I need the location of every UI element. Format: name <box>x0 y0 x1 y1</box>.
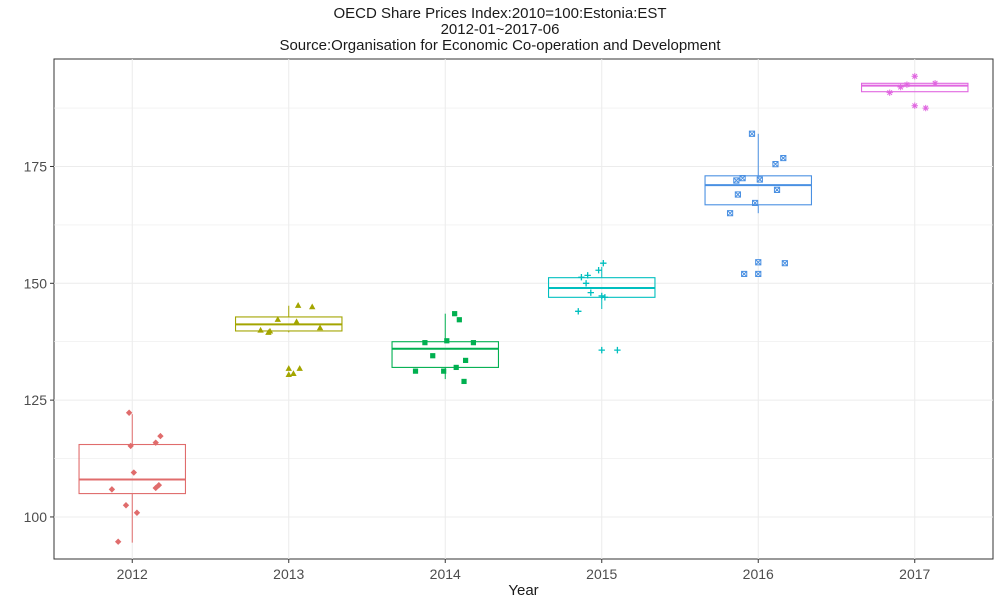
x-tick-label: 2015 <box>586 566 617 582</box>
data-point <box>108 486 116 493</box>
data-point <box>575 308 582 315</box>
data-point <box>598 346 605 354</box>
plot-panel <box>53 58 994 560</box>
points-2014 <box>412 311 477 385</box>
chart-subtitle: 2012-01~2017-06 <box>440 21 560 38</box>
data-point <box>601 294 609 301</box>
data-point <box>903 81 911 88</box>
data-point <box>922 104 929 112</box>
data-point <box>127 442 134 450</box>
data-point <box>453 364 459 371</box>
data-point <box>157 432 164 440</box>
data-point <box>461 378 467 385</box>
data-point <box>755 270 762 278</box>
x-axis: 2012 2013 2014 2015 2016 2017 <box>117 559 931 582</box>
data-point <box>614 346 621 354</box>
data-point <box>600 260 607 267</box>
data-point <box>452 311 458 317</box>
y-tick-label: 175 <box>24 158 48 174</box>
points-2012 <box>108 409 164 545</box>
data-point <box>772 161 779 168</box>
x-tick-label: 2016 <box>743 566 774 582</box>
data-point <box>734 191 742 198</box>
data-point <box>470 340 477 346</box>
y-axis: 100 125 150 175 <box>24 158 54 525</box>
points-2013 <box>257 302 324 377</box>
data-point <box>456 317 462 323</box>
box-2013 <box>234 305 343 333</box>
x-tick-label: 2013 <box>273 566 304 582</box>
data-point <box>422 340 428 346</box>
points-2016 <box>726 130 788 278</box>
data-point <box>290 370 297 377</box>
data-point <box>294 302 302 308</box>
data-point <box>748 130 756 137</box>
data-point <box>152 439 159 446</box>
data-point <box>114 538 122 545</box>
data-point <box>274 316 281 322</box>
data-point <box>780 154 787 162</box>
data-point <box>130 469 138 476</box>
points-2015 <box>575 260 621 354</box>
data-point <box>122 502 130 509</box>
data-point <box>741 270 748 278</box>
data-point <box>582 280 590 287</box>
data-point <box>285 371 292 377</box>
data-point <box>752 199 759 207</box>
data-point <box>739 175 746 182</box>
box-iqr <box>704 175 813 206</box>
data-point <box>773 186 781 193</box>
data-point <box>598 292 605 300</box>
data-point <box>412 368 419 374</box>
chart-source: Source:Organisation for Economic Co-oper… <box>279 37 721 54</box>
x-axis-label: Year <box>508 582 538 599</box>
box-iqr <box>860 82 969 93</box>
data-point <box>266 327 274 334</box>
grid-lines <box>54 59 993 559</box>
box-2017 <box>860 82 969 93</box>
data-point <box>430 353 436 359</box>
data-point <box>462 357 469 364</box>
point-layer <box>108 73 939 545</box>
x-tick-label: 2014 <box>430 566 461 582</box>
x-tick-label: 2012 <box>117 566 148 582</box>
y-tick-label: 150 <box>24 275 48 291</box>
data-point <box>897 83 904 91</box>
data-point <box>441 368 447 374</box>
data-point <box>931 80 939 87</box>
data-point <box>595 267 602 274</box>
data-point <box>584 272 591 279</box>
data-point <box>726 210 734 217</box>
data-point <box>755 259 762 266</box>
data-point <box>587 289 594 296</box>
box-2016 <box>704 133 813 214</box>
data-point <box>756 176 763 183</box>
data-point <box>911 73 918 80</box>
data-point <box>781 260 788 267</box>
data-point <box>578 274 585 281</box>
x-tick-label: 2017 <box>899 566 930 582</box>
y-tick-label: 125 <box>24 392 48 408</box>
data-point <box>733 177 740 184</box>
data-point <box>444 338 450 344</box>
data-point <box>886 89 893 96</box>
data-point <box>133 509 141 516</box>
data-point <box>285 365 292 371</box>
y-tick-label: 100 <box>24 509 48 525</box>
data-point <box>911 102 918 109</box>
data-point <box>316 324 324 331</box>
data-point <box>155 481 163 489</box>
chart-title: OECD Share Prices Index:2010=100:Estonia… <box>333 5 667 22</box>
data-point <box>296 365 303 371</box>
data-point <box>257 326 264 333</box>
data-point <box>293 318 300 325</box>
data-point <box>125 409 133 416</box>
data-point <box>309 303 316 310</box>
points-2017 <box>886 73 939 112</box>
